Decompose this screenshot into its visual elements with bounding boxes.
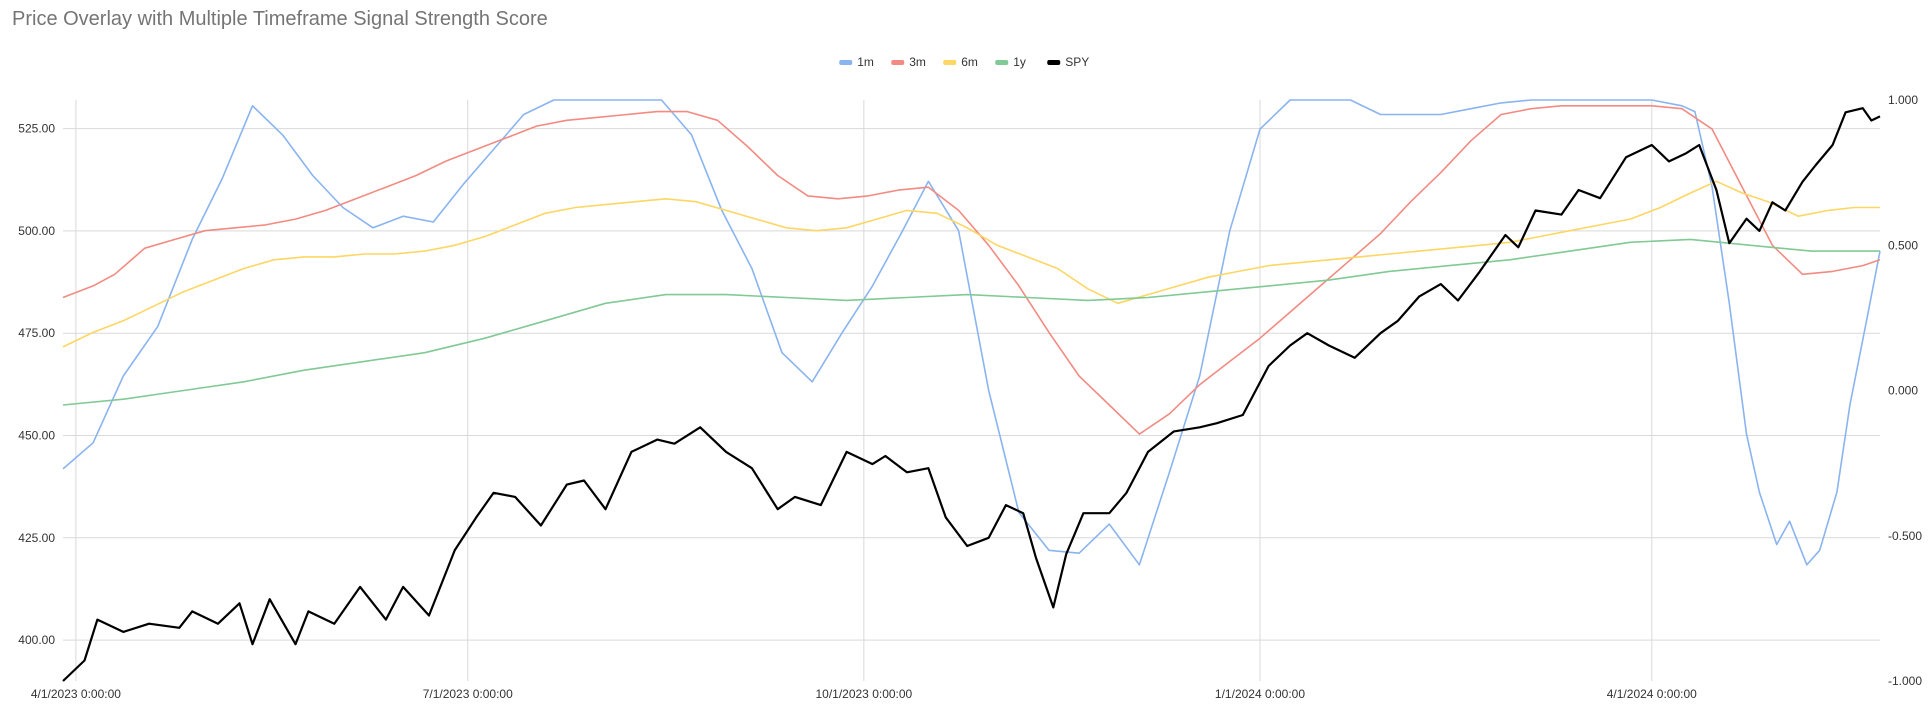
legend-swatch-3m xyxy=(891,60,905,65)
left-axis: 400.00 425.00 450.00 475.00 500.00 525.00 xyxy=(18,122,55,647)
y-left-tick-label: 525.00 xyxy=(18,122,55,136)
legend: 1m 3m 6m 1y SPY xyxy=(839,55,1089,69)
right-axis: 1.000 0.500 0.000 -0.500 -1.000 xyxy=(1888,93,1922,688)
legend-swatch-spy xyxy=(1047,60,1061,65)
series-line-6m xyxy=(62,180,1880,348)
series-line-spy xyxy=(62,107,1881,682)
x-tick-label: 10/1/2023 0:00:00 xyxy=(815,687,912,701)
y-right-tick-label: 0.000 xyxy=(1888,384,1918,398)
y-right-tick-label: -0.500 xyxy=(1888,529,1922,543)
series-lines xyxy=(62,99,1881,682)
y-right-tick-label: -1.000 xyxy=(1888,674,1922,688)
y-left-tick-label: 475.00 xyxy=(18,326,55,340)
y-right-tick-label: 0.500 xyxy=(1888,238,1918,252)
legend-label-3m: 3m xyxy=(909,55,926,69)
x-tick-label: 7/1/2023 0:00:00 xyxy=(423,687,513,701)
y-left-tick-label: 400.00 xyxy=(18,633,55,647)
series-line-3m xyxy=(62,105,1881,435)
series-line-1m xyxy=(62,99,1881,566)
legend-label-spy: SPY xyxy=(1065,55,1089,69)
legend-label-6m: 6m xyxy=(961,55,978,69)
y-left-tick-label: 500.00 xyxy=(18,224,55,238)
x-axis: 4/1/2023 0:00:00 7/1/2023 0:00:00 10/1/202… xyxy=(31,687,1697,701)
y-left-tick-label: 450.00 xyxy=(18,429,55,443)
legend-swatch-1m xyxy=(839,60,853,65)
legend-swatch-1y xyxy=(995,60,1009,65)
chart-title: Price Overlay with Multiple Timeframe Si… xyxy=(12,8,548,30)
legend-label-1y: 1y xyxy=(1013,55,1026,69)
series-line-1y xyxy=(62,238,1880,406)
legend-swatch-6m xyxy=(943,60,957,65)
x-tick-label: 4/1/2024 0:00:00 xyxy=(1607,687,1697,701)
x-tick-label: 1/1/2024 0:00:00 xyxy=(1215,687,1305,701)
y-left-tick-label: 425.00 xyxy=(18,531,55,545)
x-tick-label: 4/1/2023 0:00:00 xyxy=(31,687,121,701)
y-right-tick-label: 1.000 xyxy=(1888,93,1918,107)
legend-label-1m: 1m xyxy=(857,55,874,69)
